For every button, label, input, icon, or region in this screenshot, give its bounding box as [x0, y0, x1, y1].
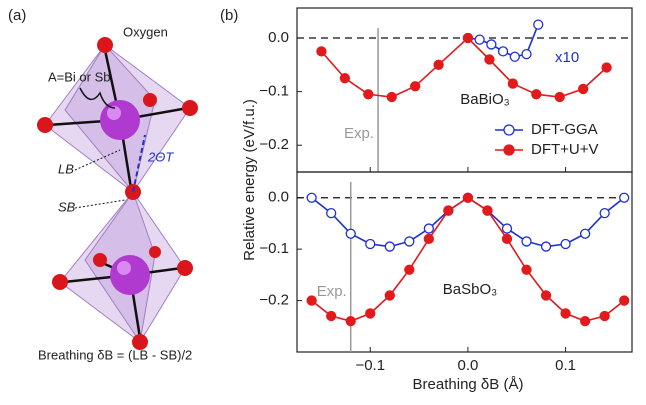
data-point	[581, 229, 590, 238]
y-tick-label: −0.1	[259, 83, 289, 100]
a-site-label: A=Bi or Sb	[48, 69, 111, 84]
data-point	[463, 34, 472, 43]
x-axis-label: Breathing δB (Å)	[413, 376, 524, 393]
data-point	[317, 47, 326, 56]
data-point	[561, 309, 570, 318]
data-point	[385, 242, 394, 251]
data-point	[532, 90, 541, 99]
sb-label: SB	[58, 199, 76, 214]
data-point	[600, 312, 609, 321]
data-point	[499, 47, 508, 56]
data-point	[385, 291, 394, 300]
data-point	[487, 40, 496, 49]
data-point	[340, 74, 349, 83]
data-point	[346, 229, 355, 238]
x-tick-label: −0.1	[355, 357, 385, 374]
data-point	[600, 209, 609, 218]
data-point	[364, 90, 373, 99]
panel-label: (b)	[220, 7, 238, 24]
series-line	[321, 38, 606, 97]
data-point	[510, 52, 519, 61]
legend-label: DFT+U+V	[531, 141, 599, 158]
data-point	[307, 193, 316, 202]
data-point	[424, 224, 433, 233]
data-point	[542, 242, 551, 251]
data-point	[581, 317, 590, 326]
data-point	[620, 193, 629, 202]
data-point	[522, 50, 531, 59]
y-tick-label: 0.0	[268, 29, 289, 46]
data-point	[405, 237, 414, 246]
figure: (a) Oxygen A=Bi or Sb LB SB 2ΘT Breathin…	[0, 0, 646, 400]
data-point	[327, 312, 336, 321]
data-point	[424, 234, 433, 243]
data-point	[620, 296, 629, 305]
data-point	[522, 237, 531, 246]
x-tick-label: 0.1	[555, 357, 576, 374]
data-point	[366, 240, 375, 249]
y-tick-label: −0.2	[259, 136, 289, 153]
data-point	[434, 60, 443, 69]
data-point	[387, 92, 396, 101]
data-point	[502, 224, 511, 233]
data-point	[602, 63, 611, 72]
compound-label: BaSbO₃	[443, 281, 497, 298]
series-line	[312, 198, 625, 321]
data-point	[534, 20, 543, 29]
data-point	[405, 265, 414, 274]
legend-marker	[504, 125, 514, 135]
exp-label: Exp.	[317, 283, 347, 300]
oxygen-label: Oxygen	[123, 24, 168, 39]
y-axis-label: Relative energy (eV/f.u.)	[241, 99, 258, 261]
legend-marker	[504, 145, 514, 155]
legend-label: DFT-GGA	[531, 121, 598, 138]
series-line	[312, 198, 625, 247]
y-tick-label: −0.2	[259, 292, 289, 309]
annotation: x10	[555, 49, 579, 66]
data-point	[307, 296, 316, 305]
panel-label: (a)	[8, 7, 26, 24]
data-point	[366, 309, 375, 318]
formula: Breathing δB = (LB - SB)/2	[38, 347, 192, 362]
angle-label: 2ΘT	[147, 149, 174, 164]
compound-label: BaBiO₃	[460, 91, 509, 108]
exp-label: Exp.	[344, 125, 374, 142]
data-point	[346, 317, 355, 326]
data-point	[502, 234, 511, 243]
data-point	[555, 92, 564, 101]
data-point	[542, 291, 551, 300]
data-point	[463, 193, 472, 202]
y-tick-label: 0.0	[268, 189, 289, 206]
data-point	[411, 82, 420, 91]
data-point	[485, 55, 494, 64]
data-point	[522, 265, 531, 274]
y-tick-label: −0.1	[259, 240, 289, 257]
data-point	[444, 206, 453, 215]
data-point	[475, 35, 484, 44]
data-point	[327, 209, 336, 218]
x-tick-label: 0.0	[457, 357, 478, 374]
lb-label: LB	[58, 161, 74, 176]
data-point	[579, 84, 588, 93]
data-point	[483, 206, 492, 215]
data-point	[508, 79, 517, 88]
data-point	[561, 240, 570, 249]
